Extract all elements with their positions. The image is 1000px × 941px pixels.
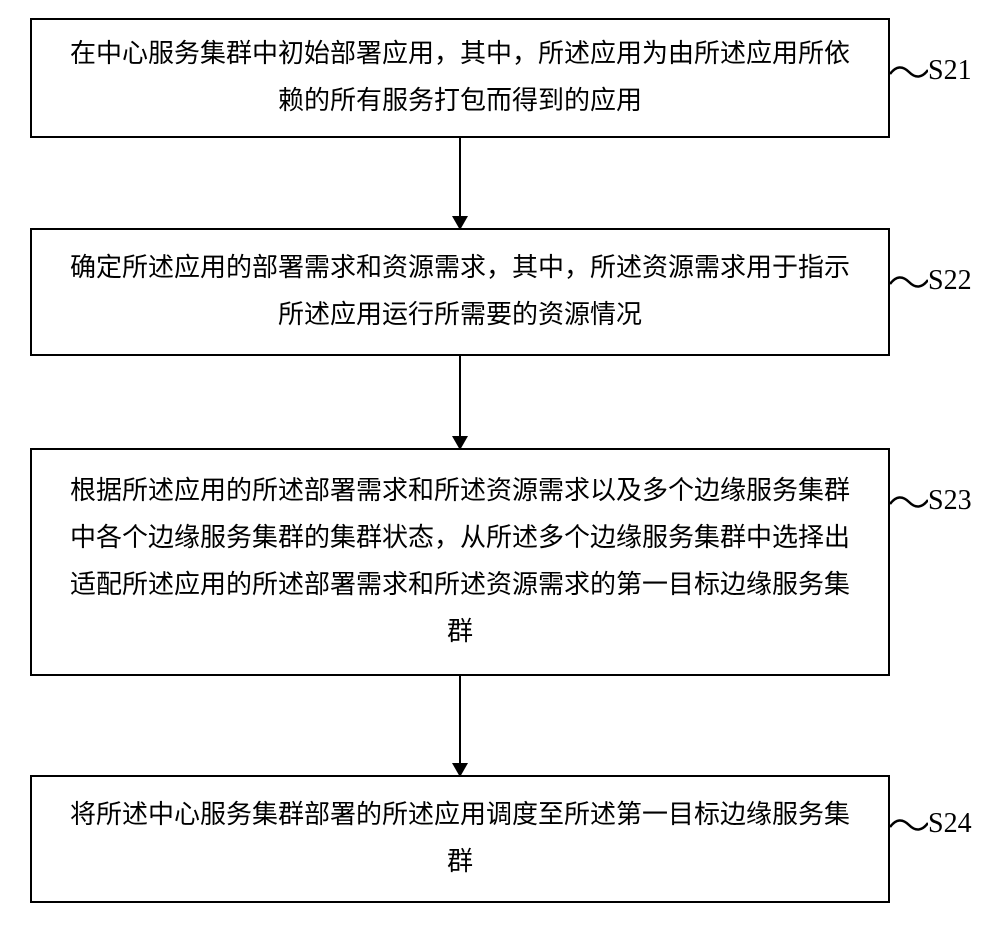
tilde-connector-s24 (890, 813, 928, 837)
flowchart-container: 在中心服务集群中初始部署应用，其中，所述应用为由所述应用所依赖的所有服务打包而得… (0, 0, 1000, 941)
flow-node-s22-text: 确定所述应用的部署需求和资源需求，其中，所述资源需求用于指示所述应用运行所需要的… (62, 245, 858, 339)
tilde-connector-s22 (890, 270, 928, 294)
flow-node-s24-text: 将所述中心服务集群部署的所述应用调度至所述第一目标边缘服务集群 (62, 792, 858, 886)
flow-node-s21-text: 在中心服务集群中初始部署应用，其中，所述应用为由所述应用所依赖的所有服务打包而得… (62, 31, 858, 125)
flow-node-s24: 将所述中心服务集群部署的所述应用调度至所述第一目标边缘服务集群 (30, 775, 890, 903)
tilde-connector-s21 (890, 60, 928, 84)
arrow-s21-s22 (448, 138, 472, 230)
flow-label-s24: S24 (928, 808, 972, 840)
flow-node-s21: 在中心服务集群中初始部署应用，其中，所述应用为由所述应用所依赖的所有服务打包而得… (30, 18, 890, 138)
flow-node-s23-text: 根据所述应用的所述部署需求和所述资源需求以及多个边缘服务集群中各个边缘服务集群的… (62, 468, 858, 655)
arrow-s22-s23 (448, 356, 472, 450)
arrow-s23-s24 (448, 676, 472, 777)
flow-label-s23: S23 (928, 485, 972, 517)
flow-label-s21: S21 (928, 55, 972, 87)
flow-node-s23: 根据所述应用的所述部署需求和所述资源需求以及多个边缘服务集群中各个边缘服务集群的… (30, 448, 890, 676)
flow-label-s22: S22 (928, 265, 972, 297)
flow-node-s22: 确定所述应用的部署需求和资源需求，其中，所述资源需求用于指示所述应用运行所需要的… (30, 228, 890, 356)
tilde-connector-s23 (890, 490, 928, 514)
